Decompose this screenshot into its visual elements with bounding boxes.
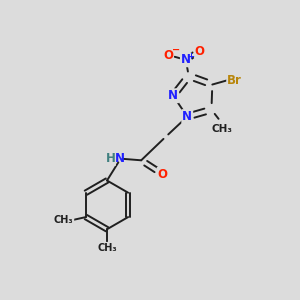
Text: CH₃: CH₃ (211, 124, 232, 134)
Text: N: N (115, 152, 125, 165)
Text: N: N (168, 89, 178, 102)
Text: O: O (195, 45, 205, 58)
Text: CH₃: CH₃ (97, 243, 117, 253)
Text: +: + (188, 52, 194, 61)
Text: CH₃: CH₃ (54, 215, 74, 225)
Text: −: − (172, 45, 180, 55)
Text: N: N (181, 53, 191, 66)
Text: N: N (182, 110, 192, 123)
Text: O: O (158, 168, 168, 181)
Text: H: H (106, 152, 115, 165)
Text: Br: Br (227, 74, 242, 87)
Text: O: O (163, 49, 173, 62)
